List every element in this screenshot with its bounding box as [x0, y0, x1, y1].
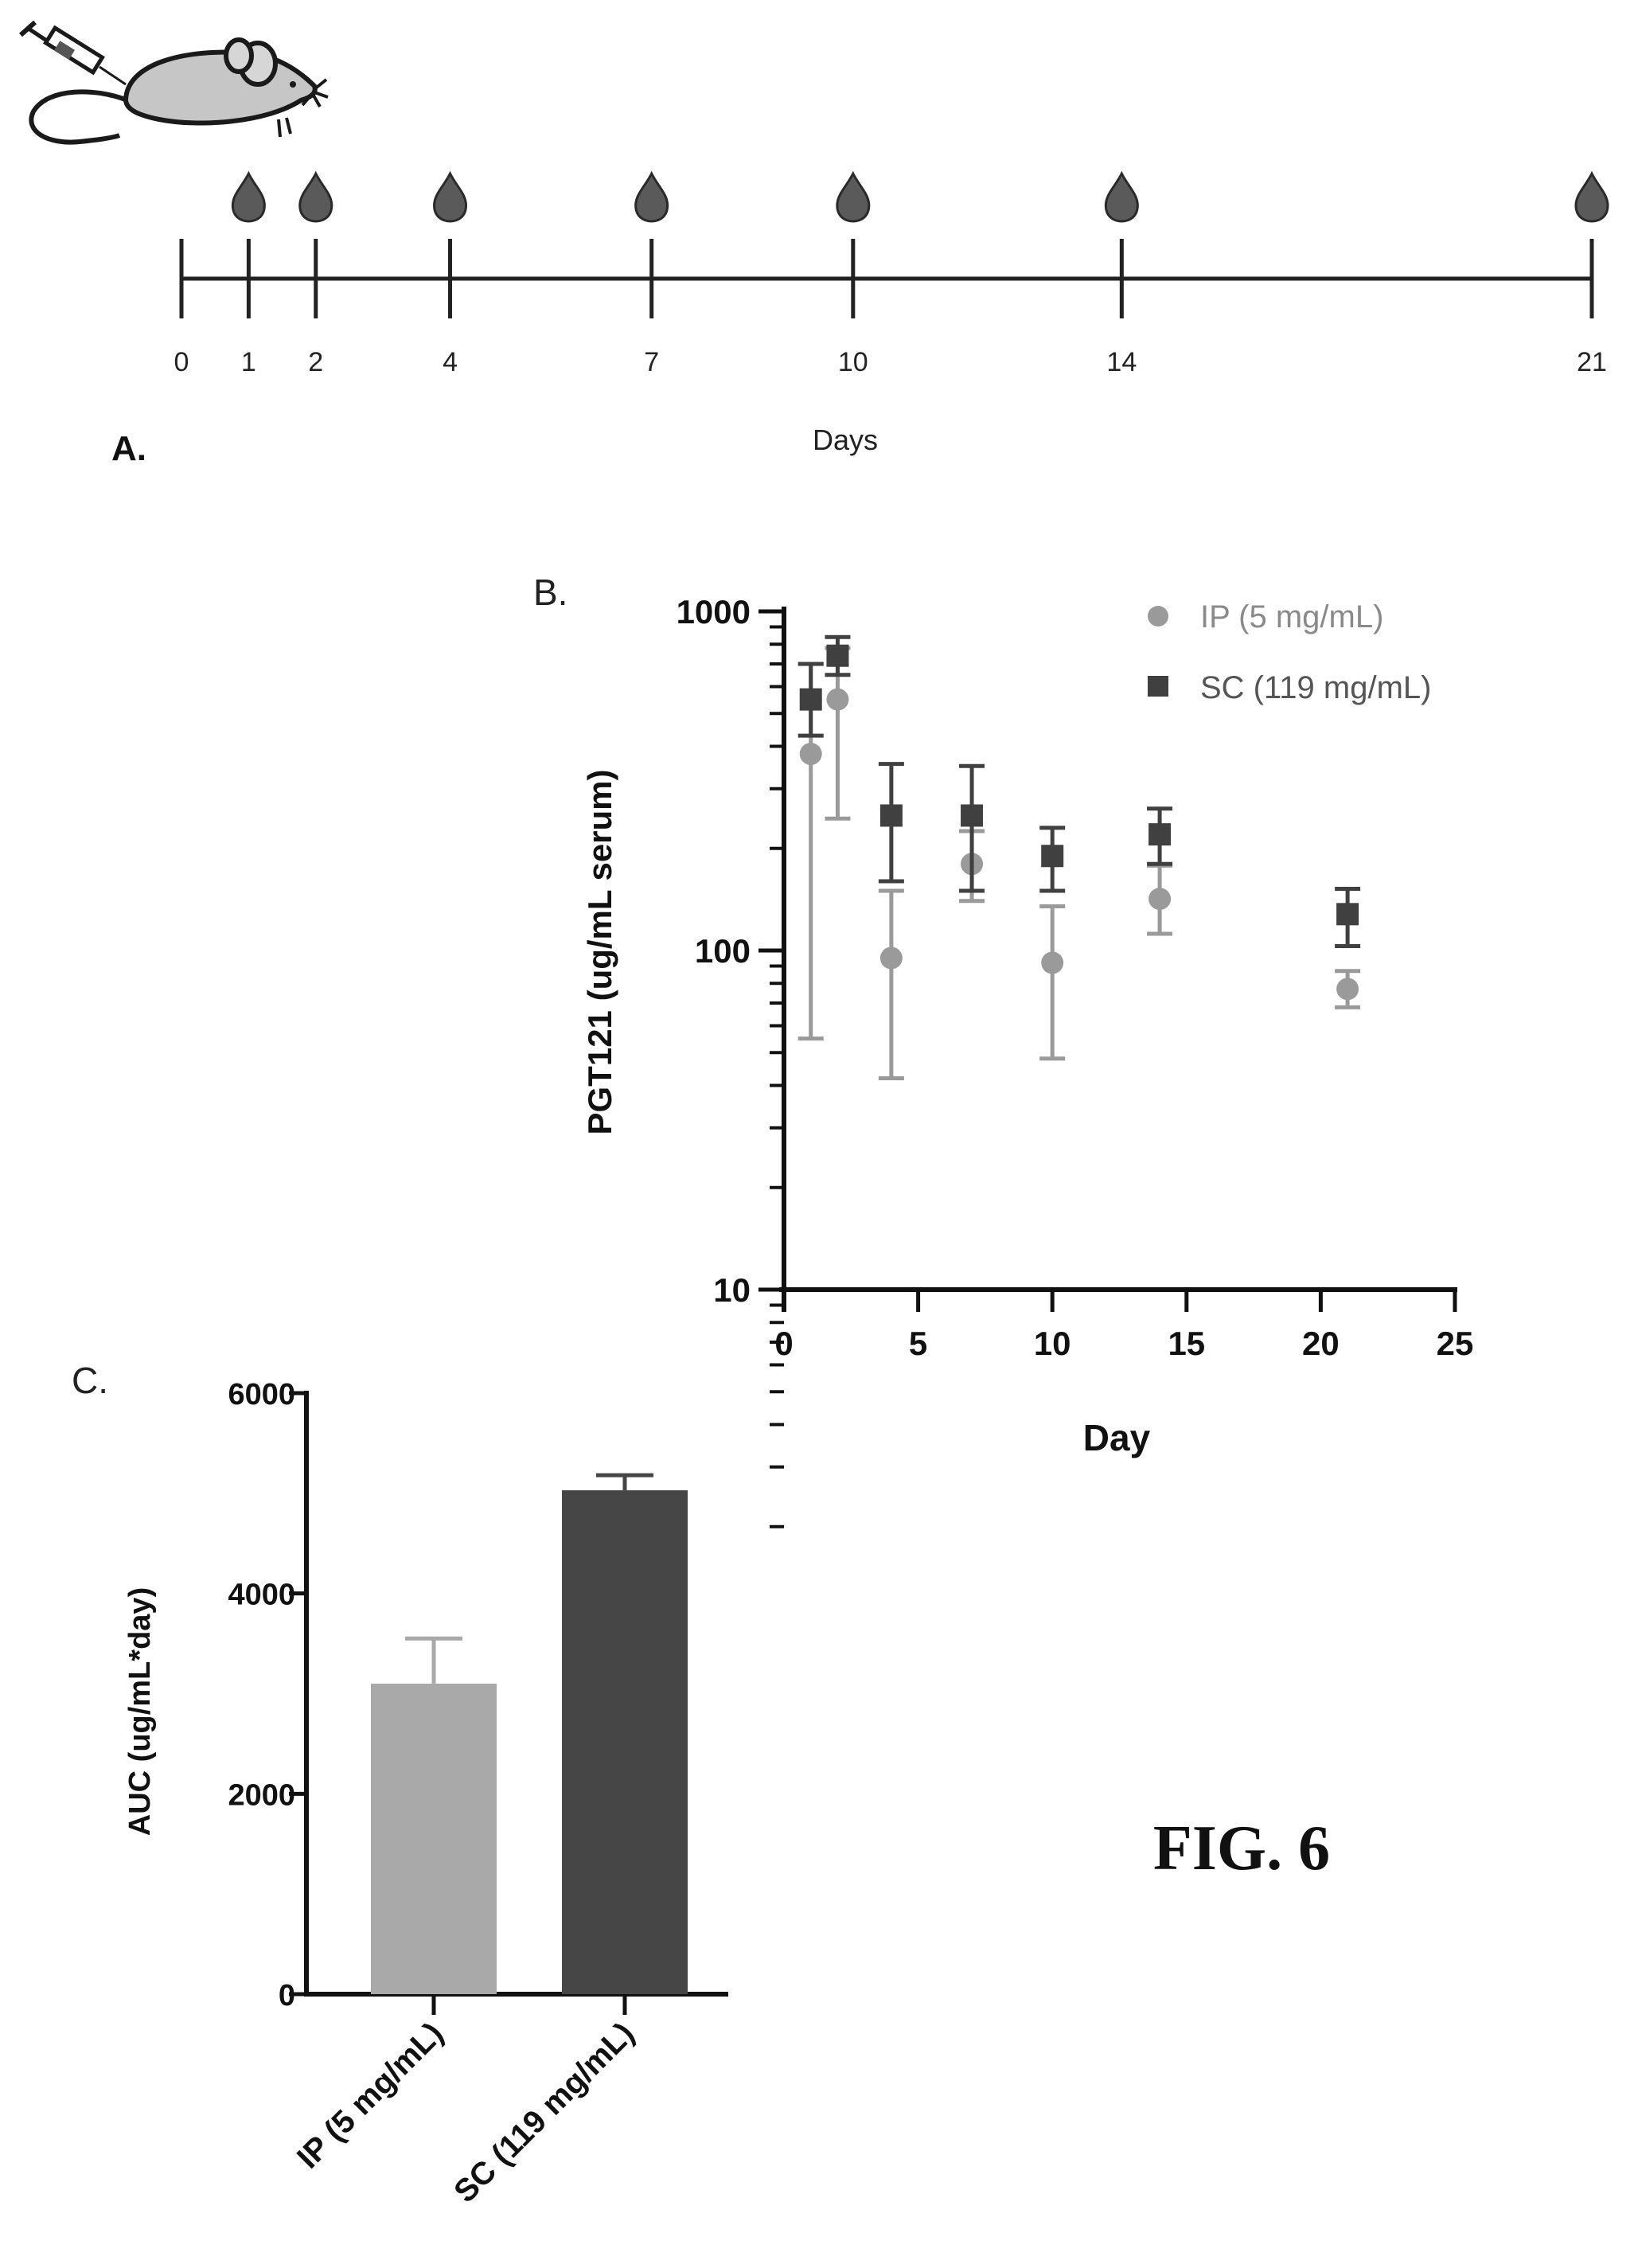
legend-label-sc: SC (119 mg/mL) [1200, 670, 1431, 705]
bar [371, 1683, 497, 1994]
timeline-tick-label: 21 [1577, 347, 1607, 377]
data-point [1336, 978, 1359, 1001]
figure-label: FIG. 6 [1153, 1813, 1330, 1883]
data-point [1041, 951, 1064, 974]
chart-c-x-tick-label: SC (119 mg/mL) [447, 2016, 641, 2209]
timeline-tick-label: 10 [838, 347, 868, 377]
data-point [826, 644, 849, 667]
data-point [1041, 845, 1064, 868]
blood-drop-icon [1104, 170, 1139, 223]
chart-c-y-tick-label: 0 [279, 1979, 295, 2012]
panel-a-label: A. [111, 429, 146, 468]
chart-c: 0 2000 4000 6000 IP (5 mg/mL)SC (119 mg/mL) [228, 1378, 728, 2210]
timeline-tick-label: 0 [174, 347, 189, 377]
chart-b-legend: IP (5 mg/mL) SC (119 mg/mL) [1148, 599, 1431, 705]
bar [562, 1490, 688, 1994]
blood-drop-icon [298, 170, 333, 223]
legend-label-ip: IP (5 mg/mL) [1200, 599, 1383, 634]
chart-c-y-tick-label: 4000 [228, 1579, 295, 1612]
data-point [961, 804, 984, 827]
chart-b-y-tick-label: 10 [713, 1271, 751, 1309]
chart-c-x-tick-label: IP (5 mg/mL) [291, 2016, 450, 2175]
chart-b-y-tick-label: 1000 [677, 593, 751, 630]
chart-b-x-tick-label: 5 [909, 1325, 927, 1362]
chart-c-y-tick-label: 6000 [228, 1378, 295, 1411]
blood-drop-icon [836, 170, 871, 223]
mouse-icon [29, 37, 329, 145]
chart-c-y-axis-label: AUC (ug/mL*day) [123, 1587, 157, 1836]
data-point [826, 688, 849, 711]
chart-b-y-tick-label: 100 [695, 932, 751, 970]
syringe-icon [19, 20, 127, 86]
data-point [1336, 903, 1359, 926]
chart-b-x-tick-label: 15 [1168, 1325, 1205, 1362]
panel-c-label: C. [72, 1360, 108, 1401]
blood-drop-icon [231, 170, 266, 223]
timeline-axis-label: Days [813, 424, 878, 456]
chart-c-y-tick-label: 2000 [228, 1778, 295, 1812]
legend-marker-ip [1148, 606, 1168, 627]
timeline-drops [231, 170, 1609, 223]
data-point [879, 947, 903, 970]
data-point [799, 688, 822, 711]
data-point [799, 743, 822, 766]
timeline-tick-label: 1 [241, 347, 256, 377]
chart-b-series-ip [798, 646, 1361, 1080]
data-point [1148, 888, 1172, 911]
chart-b-x-tick-label: 10 [1034, 1325, 1071, 1362]
chart-b-y-axis-label: PGT121 (ug/mL serum) [581, 769, 618, 1134]
timeline-tick-label: 2 [308, 347, 323, 377]
blood-drop-icon [433, 170, 468, 223]
blood-drop-icon [1574, 170, 1609, 223]
chart-b-series-sc [798, 634, 1361, 949]
timeline-axis: 0 1 2 4 7 10 14 21 [174, 239, 1607, 377]
chart-b-x-tick-label: 25 [1437, 1325, 1474, 1362]
data-point [879, 804, 903, 827]
blood-drop-icon [634, 170, 669, 223]
chart-b-x-axis-label: Day [1083, 1417, 1151, 1458]
legend-marker-sc [1148, 676, 1168, 697]
chart-b-x-tick-label: 0 [774, 1325, 793, 1362]
data-point [1148, 823, 1172, 846]
timeline-tick-label: 14 [1106, 347, 1137, 377]
chart-b: 10 100 1000 0 5 10 15 20 25 [677, 593, 1474, 1528]
panel-b-label: B. [533, 572, 567, 613]
timeline-tick-label: 4 [443, 347, 458, 377]
timeline-tick-label: 7 [644, 347, 659, 377]
chart-b-x-tick-label: 20 [1302, 1325, 1340, 1362]
